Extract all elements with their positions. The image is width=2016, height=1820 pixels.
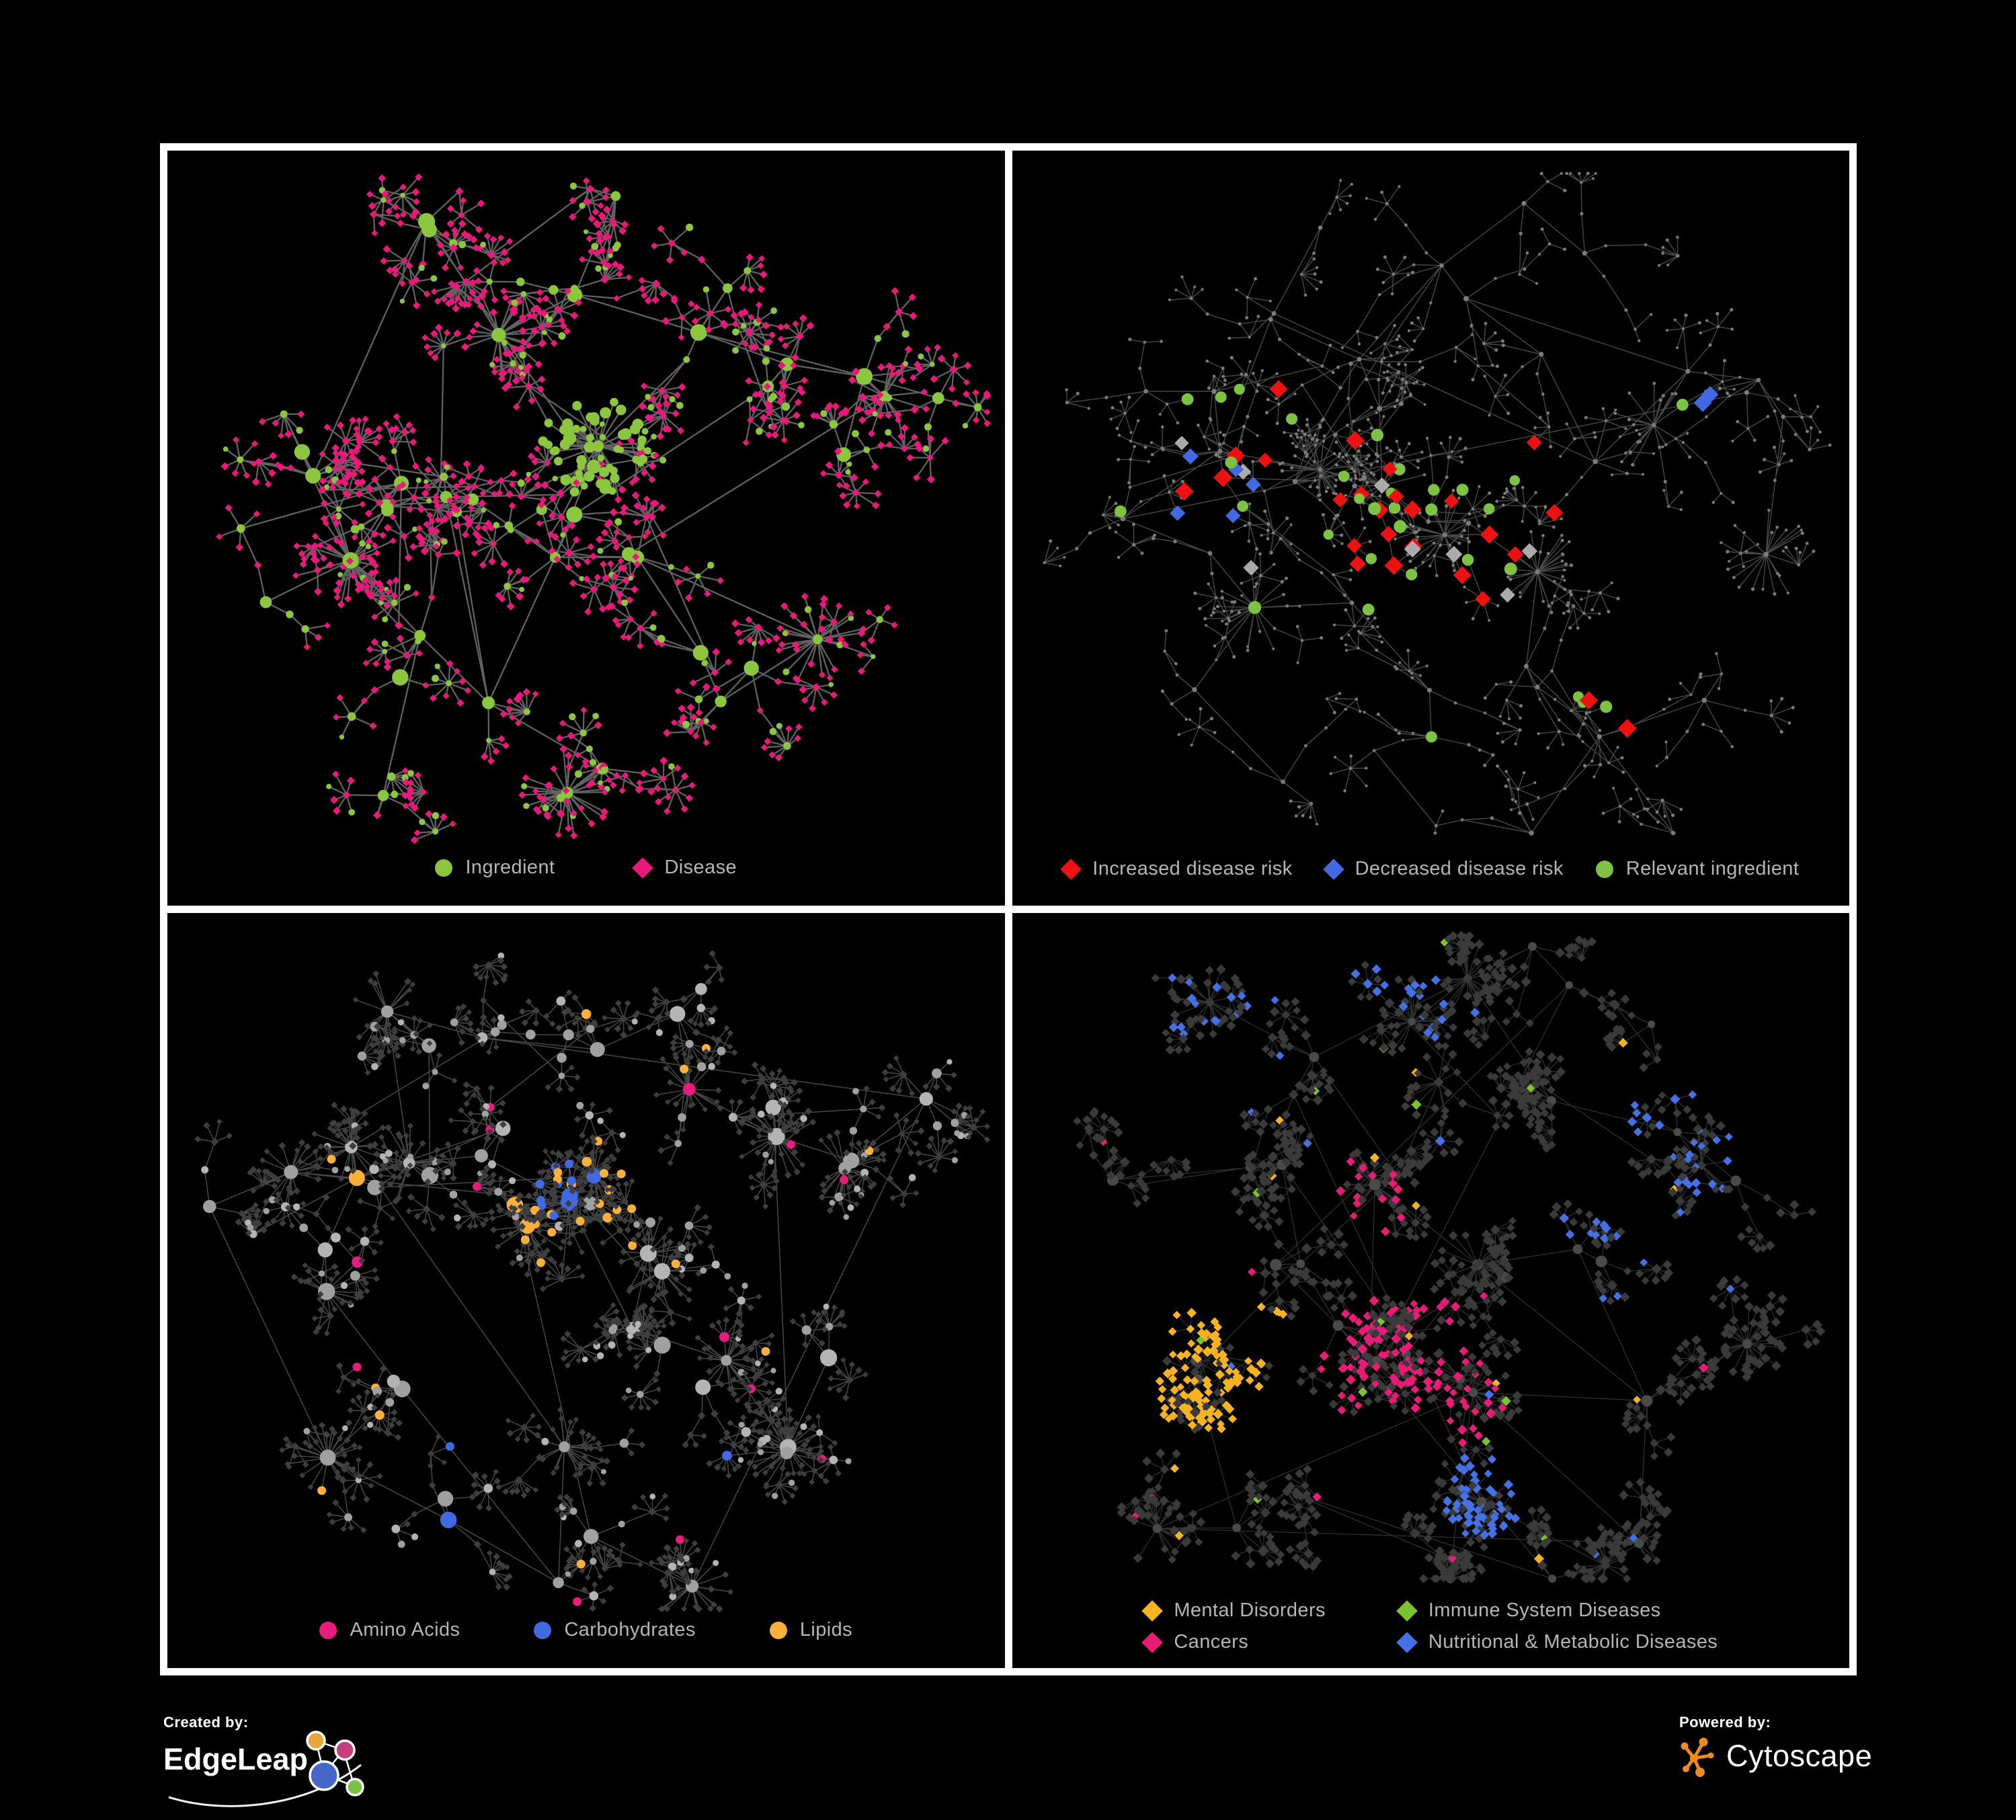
created-by-label: Created by:	[163, 1714, 249, 1731]
legend-label: Cancers	[1174, 1631, 1249, 1653]
legend-item-decreased-risk: Decreased disease risk	[1322, 858, 1564, 880]
edgeleap-wordmark: EdgeLeap	[163, 1742, 309, 1776]
cytoscape-logo-icon	[1681, 1737, 1714, 1777]
mental-disorders-diamond-icon	[1141, 1599, 1164, 1622]
cytoscape-lockup: Cytoscape	[1679, 1735, 1872, 1777]
decreased-risk-diamond-icon	[1322, 858, 1344, 880]
disease-categories-network	[1072, 931, 1825, 1584]
legend-item-disease: Disease	[632, 857, 737, 879]
cancers-diamond-icon	[1141, 1631, 1164, 1653]
cytoscape-credit: Powered by: Cytosc	[1679, 1714, 1872, 1777]
legend-label: Ingredient	[465, 857, 555, 878]
legend-item-nutritional-metabolic: Nutritional & Metabolic Diseases	[1396, 1631, 1718, 1653]
powered-by-label: Powered by:	[1679, 1714, 1771, 1731]
ingredient-disease-network	[216, 173, 992, 844]
legend-item-carbohydrates: Carbohydrates	[534, 1619, 695, 1641]
legend-label: Amino Acids	[350, 1619, 460, 1640]
legend-item-lipids: Lipids	[769, 1619, 853, 1641]
legend-label: Decreased disease risk	[1355, 858, 1564, 879]
legend-item-cancers: Cancers	[1141, 1631, 1326, 1653]
legend-item-mental-disorders: Mental Disorders	[1141, 1599, 1326, 1622]
disease-categories-legend: Mental Disorders Immune System Diseases …	[1141, 1599, 1718, 1653]
legend-item-relevant-ingredient: Relevant ingredient	[1595, 858, 1800, 880]
legend-item-ingredient: Ingredient	[435, 857, 555, 879]
panel-disease-categories: Mental Disorders Immune System Diseases …	[1012, 913, 1849, 1668]
edgeleap-lockup: EdgeLeap	[163, 1731, 405, 1807]
legend-label: Relevant ingredient	[1625, 858, 1800, 879]
panel-grid: Ingredient Disease Increased disease ris…	[160, 143, 1857, 1675]
cytoscape-wordmark: Cytoscape	[1726, 1739, 1873, 1773]
legend-item-amino-acids: Amino Acids	[319, 1619, 460, 1641]
nutritional-metabolic-diamond-icon	[1396, 1631, 1418, 1653]
legend-label: Immune System Diseases	[1428, 1599, 1661, 1621]
legend-item-immune-diseases: Immune System Diseases	[1396, 1599, 1718, 1622]
legend-label: Carbohydrates	[564, 1619, 696, 1640]
lipids-circle-icon	[769, 1621, 787, 1639]
panel-ingredient-disease: Ingredient Disease	[167, 151, 1005, 906]
carbohydrates-circle-icon	[534, 1621, 552, 1639]
macronutrients-network	[194, 950, 991, 1613]
ingredient-circle-icon	[435, 859, 453, 877]
legend-label: Increased disease risk	[1092, 858, 1293, 879]
legend-label: Disease	[664, 857, 737, 878]
legend-item-increased-risk: Increased disease risk	[1060, 858, 1293, 880]
panel-macronutrients: Amino Acids Carbohydrates Lipids	[167, 913, 1005, 1668]
disease-diamond-icon	[632, 857, 654, 879]
edgeleap-logo-icon	[168, 1731, 364, 1807]
immune-diseases-diamond-icon	[1396, 1599, 1418, 1622]
panel-disease-risk: Increased disease risk Decreased disease…	[1012, 151, 1850, 906]
legend-label: Mental Disorders	[1174, 1599, 1326, 1621]
increased-risk-diamond-icon	[1060, 858, 1082, 880]
ingredient-disease-legend: Ingredient Disease	[167, 857, 1005, 879]
legend-label: Nutritional & Metabolic Diseases	[1428, 1631, 1718, 1653]
macronutrients-legend: Amino Acids Carbohydrates Lipids	[167, 1619, 1005, 1641]
disease-risk-legend: Increased disease risk Decreased disease…	[1012, 858, 1850, 880]
disease-risk-network	[1042, 171, 1832, 836]
edgeleap-credit: Created by: EdgeLeap	[163, 1714, 405, 1807]
amino-acids-circle-icon	[319, 1621, 337, 1639]
legend-label: Lipids	[799, 1619, 853, 1640]
relevant-ingredient-circle-icon	[1595, 860, 1613, 878]
